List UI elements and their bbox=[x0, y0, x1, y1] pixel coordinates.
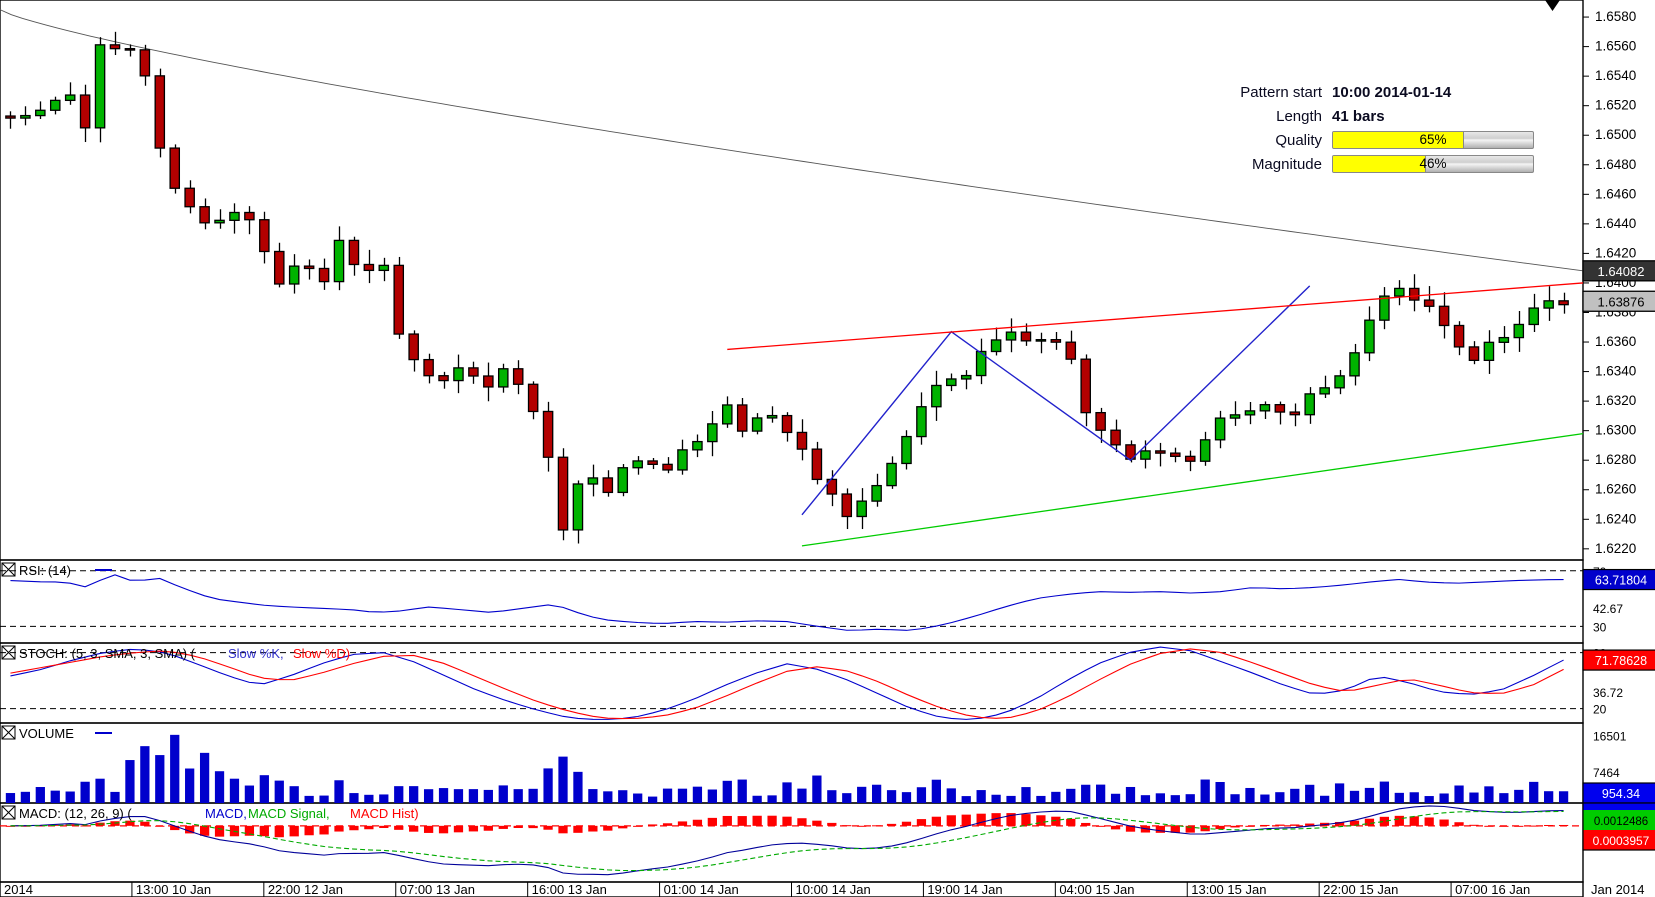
svg-text:1.64082: 1.64082 bbox=[1598, 264, 1645, 279]
svg-text:MACD Signal,: MACD Signal, bbox=[248, 806, 330, 821]
svg-text:1.6240: 1.6240 bbox=[1595, 511, 1636, 526]
svg-text:1.6360: 1.6360 bbox=[1595, 334, 1636, 349]
svg-text:7464: 7464 bbox=[1593, 766, 1620, 780]
svg-text:20: 20 bbox=[1593, 703, 1607, 717]
svg-text:1.6260: 1.6260 bbox=[1595, 482, 1636, 497]
svg-text:1.6300: 1.6300 bbox=[1595, 423, 1636, 438]
svg-text:36.72: 36.72 bbox=[1593, 686, 1623, 700]
svg-text:0.0012486: 0.0012486 bbox=[1594, 816, 1648, 828]
svg-text:07:00 16 Jan: 07:00 16 Jan bbox=[1455, 882, 1530, 897]
svg-text:04:00 15 Jan: 04:00 15 Jan bbox=[1059, 882, 1134, 897]
svg-text:MACD: (12, 26, 9) (: MACD: (12, 26, 9) ( bbox=[19, 806, 132, 821]
svg-text:22:00 12 Jan: 22:00 12 Jan bbox=[268, 882, 343, 897]
svg-text:1.6220: 1.6220 bbox=[1595, 541, 1636, 556]
svg-text:2014: 2014 bbox=[4, 882, 33, 897]
svg-text:16501: 16501 bbox=[1593, 730, 1627, 744]
svg-text:01:00 14 Jan: 01:00 14 Jan bbox=[664, 882, 739, 897]
svg-text:1.6280: 1.6280 bbox=[1595, 452, 1636, 467]
svg-text:16:00 13 Jan: 16:00 13 Jan bbox=[532, 882, 607, 897]
svg-text:1.63876: 1.63876 bbox=[1598, 294, 1645, 309]
svg-text:0.0003957: 0.0003957 bbox=[1593, 834, 1650, 848]
svg-text:1.6420: 1.6420 bbox=[1595, 245, 1636, 260]
svg-text:1.6460: 1.6460 bbox=[1595, 186, 1636, 201]
svg-text:22:00 15 Jan: 22:00 15 Jan bbox=[1323, 882, 1398, 897]
svg-text:VOLUME: VOLUME bbox=[19, 726, 74, 741]
svg-text:63.71804: 63.71804 bbox=[1595, 574, 1647, 588]
svg-text:13:00 15 Jan: 13:00 15 Jan bbox=[1191, 882, 1266, 897]
svg-text:MACD Hist): MACD Hist) bbox=[350, 806, 419, 821]
svg-text:1.6560: 1.6560 bbox=[1595, 39, 1636, 54]
svg-text:10:00 14 Jan: 10:00 14 Jan bbox=[796, 882, 871, 897]
svg-text:71.78628: 71.78628 bbox=[1595, 654, 1647, 668]
svg-text:Slow %K,: Slow %K, bbox=[228, 646, 284, 661]
svg-text:07:00 13 Jan: 07:00 13 Jan bbox=[400, 882, 475, 897]
svg-text:Jan 2014: Jan 2014 bbox=[1591, 882, 1645, 897]
svg-text:1.6340: 1.6340 bbox=[1595, 364, 1636, 379]
svg-text:954.34: 954.34 bbox=[1602, 787, 1640, 801]
svg-text:1.6580: 1.6580 bbox=[1595, 9, 1636, 24]
svg-text:STOCH: (5, 3, SMA, 3, SMA) (: STOCH: (5, 3, SMA, 3, SMA) ( bbox=[19, 646, 196, 661]
svg-text:1.6320: 1.6320 bbox=[1595, 393, 1636, 408]
svg-text:MACD,: MACD, bbox=[205, 806, 247, 821]
svg-text:13:00 10 Jan: 13:00 10 Jan bbox=[136, 882, 211, 897]
svg-text:Slow %D): Slow %D) bbox=[293, 646, 350, 661]
svg-text:RSI: (14): RSI: (14) bbox=[19, 563, 71, 578]
svg-text:30: 30 bbox=[1593, 620, 1607, 634]
svg-text:1.6440: 1.6440 bbox=[1595, 216, 1636, 231]
svg-text:42.67: 42.67 bbox=[1593, 602, 1623, 616]
svg-text:19:00 14 Jan: 19:00 14 Jan bbox=[927, 882, 1002, 897]
